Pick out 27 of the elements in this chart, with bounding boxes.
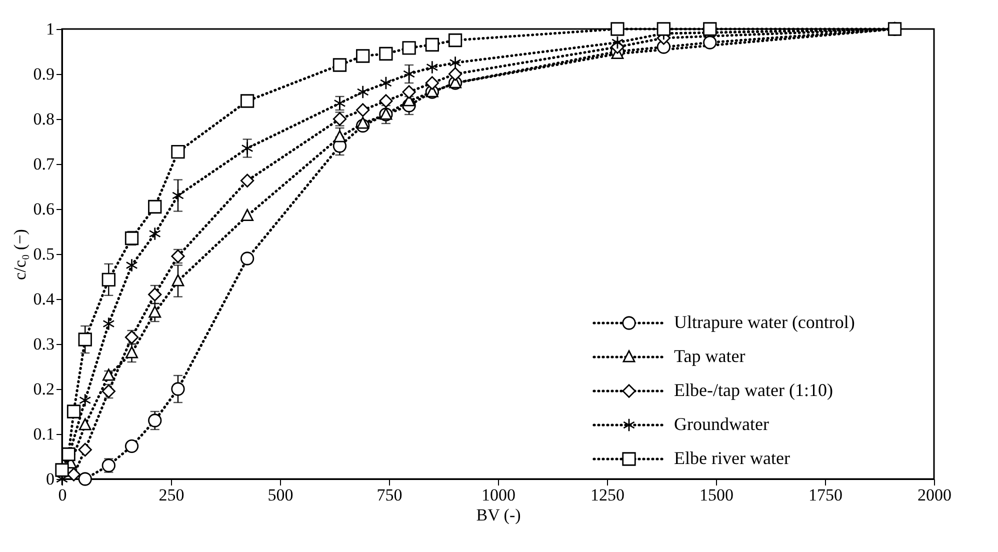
y-tick-label: 0.4 [33,290,55,308]
x-tick-label: 750 [376,486,402,504]
x-tick-label: 0 [58,486,67,504]
y-tick-label: 0.3 [33,334,54,354]
legend-label: Elbe-/tap water (1:10) [674,380,833,400]
x-tick-label: 1500 [700,486,734,504]
legend-label: Tap water [674,346,746,366]
x-tick-label: 500 [268,486,294,504]
y-tick-label: 0.6 [33,200,54,218]
x-tick-label: 1250 [590,486,624,504]
legend-label: Elbe river water [674,448,790,468]
x-tick-label: 2000 [918,486,952,504]
y-tick-label: 0 [46,470,54,488]
y-tick-label: 0.2 [33,380,54,398]
legend-label: Groundwater [674,414,769,434]
y-tick-label: 0.8 [33,110,54,128]
x-tick-label: 1000 [482,486,516,504]
x-axis-title: BV (-) [476,506,521,524]
y-tick-label: 0.7 [33,154,55,174]
y-tick-label: 0.1 [33,424,54,444]
y-axis-title: c/c₀ (−) [10,229,30,280]
x-tick-label: 250 [158,486,184,504]
x-tick-label: 1750 [808,486,842,504]
y-tick-label: 1 [46,20,54,38]
legend-label: Ultrapure water (control) [674,312,855,332]
y-tick-label: 0.9 [33,64,54,84]
y-tick-label: 0.5 [33,244,54,264]
